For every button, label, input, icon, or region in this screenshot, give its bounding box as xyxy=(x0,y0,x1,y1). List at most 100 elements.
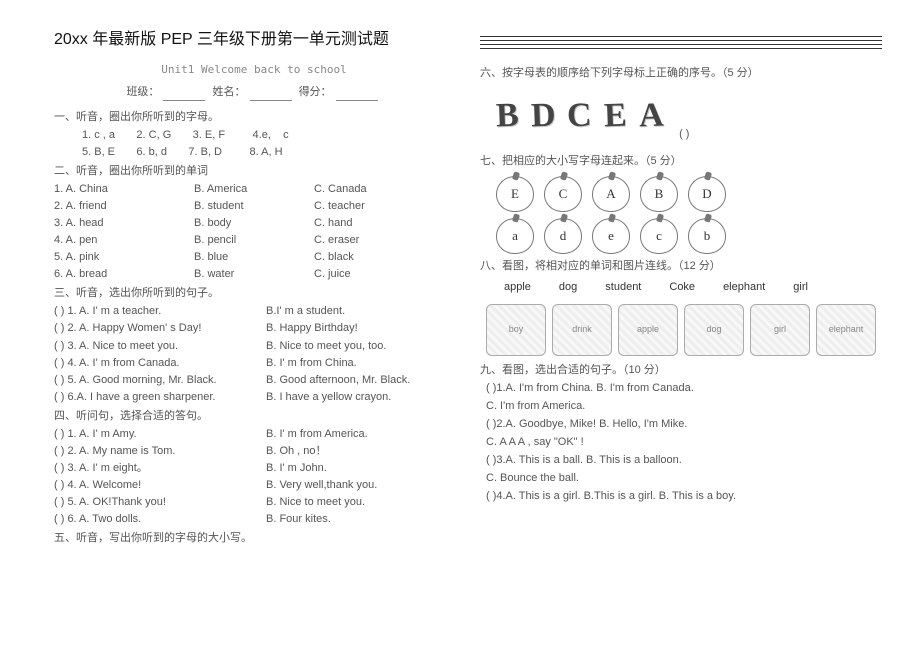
s4-r1-a: ( ) 1. A. I' m Amy. xyxy=(54,426,266,443)
s4-r5-b: B. Nice to meet you. xyxy=(266,494,454,511)
s2-r5-b: B. blue xyxy=(194,249,314,266)
s4-rows: ( ) 1. A. I' m Amy.B. I' m from America.… xyxy=(54,426,454,528)
main-title: 20xx 年最新版 PEP 三年级下册第一单元测试题 xyxy=(54,28,454,53)
letter-a: A xyxy=(638,90,664,144)
s4-r6-a: ( ) 6. A. Two dolls. xyxy=(54,511,266,528)
apple-lower-c: c xyxy=(640,218,678,254)
s3-r6-a: ( ) 6.A. I have a green sharpener. xyxy=(54,389,266,406)
s2-r5-a: 5. A. pink xyxy=(54,249,194,266)
s2-r6-b: B. water xyxy=(194,266,314,283)
apple-upper-b: B xyxy=(640,176,678,212)
section-4-title: 四、听问句，选择合适的答句。 xyxy=(54,408,454,425)
s2-r5-c: C. black xyxy=(314,249,354,266)
letter-e: E xyxy=(603,90,628,143)
s4-r3-a: ( ) 3. A. I' m eight。 xyxy=(54,460,266,477)
apple-lower-b: b xyxy=(688,218,726,254)
s2-r4-a: 4. A. pen xyxy=(54,232,194,249)
s3-rows: ( ) 1. A. I' m a teacher.B.I' m a studen… xyxy=(54,303,454,405)
s3-r5-a: ( ) 5. A. Good morning, Mr. Black. xyxy=(54,372,266,389)
apple-upper-e: E xyxy=(496,176,534,212)
section-2-title: 二、听音，圈出你所听到的单词 xyxy=(54,163,454,180)
s4-r1-b: B. I' m from America. xyxy=(266,426,454,443)
word-dog: dog xyxy=(559,279,577,296)
s1-row1: 1. c , a 2. C, G 3. E, F 4.e, c xyxy=(54,127,454,144)
class-label: 班级： xyxy=(126,86,159,98)
section-9-title: 九、看图，选出合适的句子。（10 分） xyxy=(480,362,882,379)
s3-r1-b: B.I' m a student. xyxy=(266,303,454,320)
s2-r2-b: B. student xyxy=(194,198,314,215)
s6-letters: B D C E A ( ) xyxy=(480,90,882,143)
apple-upper-c: C xyxy=(544,176,582,212)
s2-r6-c: C. juice xyxy=(314,266,351,283)
s2-r1-c: C. Canada xyxy=(314,181,367,198)
word-girl: girl xyxy=(793,279,808,296)
s3-r4-b: B. I' m from China. xyxy=(266,355,454,372)
s3-r3-a: ( ) 3. A. Nice to meet you. xyxy=(54,338,266,355)
s2-r6-a: 6. A. bread xyxy=(54,266,194,283)
s4-r6-b: B. Four kites. xyxy=(266,511,454,528)
s3-r6-b: B. I have a yellow crayon. xyxy=(266,389,454,406)
word-coke: Coke xyxy=(669,279,695,296)
s9-q3b: C. Bounce the ball. xyxy=(480,470,882,487)
page-root: 20xx 年最新版 PEP 三年级下册第一单元测试题 Unit1 Welcome… xyxy=(0,0,920,650)
s2-r3-a: 3. A. head xyxy=(54,215,194,232)
class-blank[interactable] xyxy=(163,89,205,101)
s2-r1-b: B. America xyxy=(194,181,314,198)
s2-r2-a: 2. A. friend xyxy=(54,198,194,215)
word-elephant: elephant xyxy=(723,279,765,296)
section-7-title: 七、把相应的大小写字母连起来。（5 分） xyxy=(480,153,882,170)
word-student: student xyxy=(605,279,641,296)
s4-r3-b: B. I' m John. xyxy=(266,460,454,477)
s3-r2-a: ( ) 2. A. Happy Women' s Day! xyxy=(54,320,266,337)
pic-elephant: elephant xyxy=(816,304,876,356)
s1-row2: 5. B, E 6. b, d 7. B, D 8. A, H xyxy=(54,144,454,161)
s9-q3a: ( )3.A. This is a ball. B. This is a bal… xyxy=(480,452,882,469)
student-info-line: 班级： 姓名： 得分： xyxy=(54,84,454,101)
s6-paren[interactable]: ( ) xyxy=(675,126,689,143)
section-3-title: 三、听音，选出你所听到的句子。 xyxy=(54,285,454,302)
s9-q4: ( )4.A. This is a girl. B.This is a girl… xyxy=(480,488,882,505)
subtitle: Unit1 Welcome back to school xyxy=(54,61,454,78)
pic-girl: girl xyxy=(750,304,810,356)
s2-r1-a: 1. A. China xyxy=(54,181,194,198)
score-blank[interactable] xyxy=(336,89,378,101)
s7-lower-row: a d e c b xyxy=(480,218,882,254)
apple-lower-d: d xyxy=(544,218,582,254)
s8-words: apple dog student Coke elephant girl xyxy=(480,279,882,296)
pic-boy: boy xyxy=(486,304,546,356)
section-8-title: 八、看图，将相对应的单词和图片连线。（12 分） xyxy=(480,258,882,275)
right-column: 六、按字母表的顺序给下列字母标上正确的序号。（5 分） B D C E A ( … xyxy=(480,28,882,626)
s2-r4-b: B. pencil xyxy=(194,232,314,249)
s8-pics: boy drink apple dog girl elephant xyxy=(480,304,882,356)
s3-r5-b: B. Good afternoon, Mr. Black. xyxy=(266,372,454,389)
letter-b: B xyxy=(495,90,520,143)
pic-dog: dog xyxy=(684,304,744,356)
s3-r3-b: B. Nice to meet you, too. xyxy=(266,338,454,355)
s4-r5-a: ( ) 5. A. OK!Thank you! xyxy=(54,494,266,511)
section-5-title: 五、听音，写出你听到的字母的大小写。 xyxy=(54,530,454,547)
s3-r1-a: ( ) 1. A. I' m a teacher. xyxy=(54,303,266,320)
s9-q2a: ( )2.A. Goodbye, Mike! B. Hello, I'm Mik… xyxy=(480,416,882,433)
name-label: 姓名： xyxy=(213,86,246,98)
apple-upper-d: D xyxy=(688,176,726,212)
s2-r3-c: C. hand xyxy=(314,215,353,232)
name-blank[interactable] xyxy=(250,89,292,101)
s2-r2-c: C. teacher xyxy=(314,198,365,215)
left-column: 20xx 年最新版 PEP 三年级下册第一单元测试题 Unit1 Welcome… xyxy=(54,28,454,626)
letter-c: C xyxy=(566,90,592,144)
s3-r2-b: B. Happy Birthday! xyxy=(266,320,454,337)
s4-r4-b: B. Very well,thank you. xyxy=(266,477,454,494)
s2-rows: 1. A. ChinaB. AmericaC. Canada 2. A. fri… xyxy=(54,181,454,283)
s9-q1b: C. I'm from America. xyxy=(480,398,882,415)
section-6-title: 六、按字母表的顺序给下列字母标上正确的序号。（5 分） xyxy=(480,65,882,82)
s9-q1a: ( )1.A. I'm from China. B. I'm from Cana… xyxy=(480,380,882,397)
score-label: 得分： xyxy=(299,86,332,98)
s4-r2-a: ( ) 2. A. My name is Tom. xyxy=(54,443,266,460)
apple-lower-e: e xyxy=(592,218,630,254)
s9-q2b: C. A A A , say "OK" ! xyxy=(480,434,882,451)
pic-drink: drink xyxy=(552,304,612,356)
section-1-title: 一、听音，圈出你所听到的字母。 xyxy=(54,109,454,126)
s4-r4-a: ( ) 4. A. Welcome! xyxy=(54,477,266,494)
s2-r4-c: C. eraser xyxy=(314,232,359,249)
s4-r2-b: B. Oh , no！ xyxy=(266,443,454,460)
